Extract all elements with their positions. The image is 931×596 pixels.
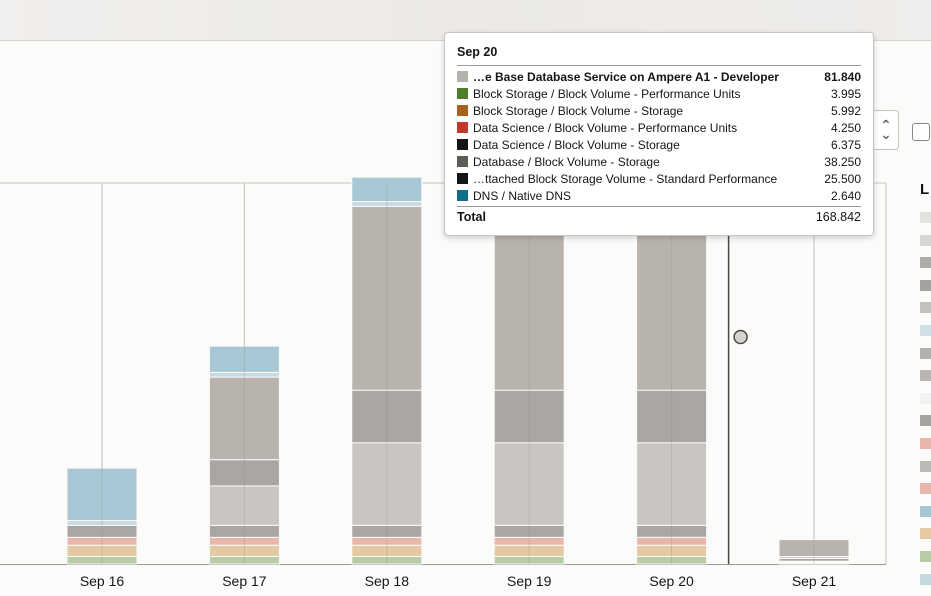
bar-segment[interactable] xyxy=(351,176,423,203)
chevron-down-icon: ⌄ xyxy=(880,126,892,142)
legend-title: L xyxy=(920,181,930,198)
tooltip-total-row: Total 168.842 xyxy=(457,206,861,224)
x-tick-label: Sep 17 xyxy=(222,573,267,589)
x-tick-label: Sep 16 xyxy=(80,573,125,589)
tooltip-row-label: Data Science / Block Volume - Performanc… xyxy=(473,120,738,135)
tooltip-row-value: 2.640 xyxy=(830,188,861,203)
bar-segment[interactable] xyxy=(493,205,565,391)
legend-swatch[interactable] xyxy=(920,302,931,314)
tooltip-row-label: …ttached Block Storage Volume - Standard… xyxy=(473,171,778,186)
legend-swatch[interactable] xyxy=(920,483,931,495)
bar-segment[interactable] xyxy=(208,485,280,526)
chart-tooltip: Sep 20 …e Base Database Service on Amper… xyxy=(444,32,874,236)
legend-swatch[interactable] xyxy=(920,460,931,472)
legend-swatch[interactable] xyxy=(920,279,931,291)
tooltip-divider xyxy=(457,65,861,66)
legend-swatch[interactable] xyxy=(920,234,931,246)
tooltip-row: …e Base Database Service on Ampere A1 - … xyxy=(457,68,861,85)
bar-segment[interactable] xyxy=(351,389,423,444)
x-tick-label: Sep 18 xyxy=(365,573,410,589)
legend-swatch[interactable] xyxy=(920,370,931,382)
hover-marker xyxy=(733,329,748,345)
legend-swatch[interactable] xyxy=(920,437,931,449)
tooltip-swatch xyxy=(457,105,468,116)
tooltip-row-value: 3.995 xyxy=(830,86,861,101)
tooltip-row: Database / Block Volume - Storage 38.250 xyxy=(457,153,861,170)
tooltip-row-value: 5.992 xyxy=(830,103,861,118)
legend-swatch[interactable] xyxy=(920,550,931,562)
legend-swatch[interactable] xyxy=(920,528,931,540)
tooltip-swatch xyxy=(457,122,468,133)
legend-swatch[interactable] xyxy=(920,324,931,336)
tooltip-row-value: 81.840 xyxy=(824,69,861,84)
x-tick-label: Sep 19 xyxy=(507,573,552,589)
bar-segment[interactable] xyxy=(208,459,280,487)
tooltip-row: Data Science / Block Volume - Performanc… xyxy=(457,119,861,136)
option-checkbox[interactable] xyxy=(912,123,930,141)
tooltip-row: DNS / Native DNS 2.640 xyxy=(457,187,861,204)
tooltip-row: Block Storage / Block Volume - Performan… xyxy=(457,85,861,102)
bar-segment[interactable] xyxy=(636,389,708,444)
tooltip-row-label: Database / Block Volume - Storage xyxy=(473,154,660,169)
legend-swatch[interactable] xyxy=(920,505,931,517)
bar-segment[interactable] xyxy=(636,205,708,391)
tooltip-row-label: Block Storage / Block Volume - Performan… xyxy=(473,86,741,101)
bar-segment[interactable] xyxy=(208,376,280,461)
bar-segment[interactable] xyxy=(493,389,565,444)
tooltip-swatch xyxy=(457,173,468,184)
bar-segment[interactable] xyxy=(351,205,423,391)
bar-segment[interactable] xyxy=(778,539,850,557)
bar-segment[interactable] xyxy=(636,442,708,526)
bar-segment[interactable] xyxy=(66,467,138,522)
tooltip-swatch xyxy=(457,190,468,201)
tooltip-row-label: …e Base Database Service on Ampere A1 - … xyxy=(473,69,779,84)
chevron-up-icon: ⌃ xyxy=(880,117,892,133)
legend-swatch[interactable] xyxy=(920,415,931,427)
legend-swatch[interactable] xyxy=(920,392,931,404)
tooltip-row-label: DNS / Native DNS xyxy=(473,188,572,203)
tooltip-date: Sep 20 xyxy=(457,45,498,59)
select-chevron-icon[interactable]: ⌃ ⌄ xyxy=(874,110,899,150)
legend-swatch[interactable] xyxy=(920,257,931,269)
tooltip-swatch xyxy=(457,71,468,82)
tooltip-total-value: 168.842 xyxy=(815,210,861,224)
tooltip-row-value: 6.375 xyxy=(830,137,861,152)
x-tick-label: Sep 21 xyxy=(792,573,837,589)
tooltip-row-label: Data Science / Block Volume - Storage xyxy=(473,137,680,152)
legend-swatch[interactable] xyxy=(920,347,931,359)
tooltip-total-label: Total xyxy=(457,210,486,224)
legend-swatches xyxy=(920,212,931,596)
tooltip-row-value: 25.500 xyxy=(824,171,861,186)
tooltip-swatch xyxy=(457,156,468,167)
bar-segment[interactable] xyxy=(493,442,565,526)
tooltip-rows: …e Base Database Service on Ampere A1 - … xyxy=(457,68,861,204)
tooltip-row-label: Block Storage / Block Volume - Storage xyxy=(473,103,684,118)
tooltip-swatch xyxy=(457,88,468,99)
bar-segment[interactable] xyxy=(351,442,423,526)
tooltip-row: Data Science / Block Volume - Storage 6.3… xyxy=(457,136,861,153)
bar-segment[interactable] xyxy=(208,345,280,373)
x-tick-label: Sep 20 xyxy=(649,573,694,589)
legend-swatch[interactable] xyxy=(920,573,931,585)
tooltip-row: Block Storage / Block Volume - Storage 5.… xyxy=(457,102,861,119)
tooltip-row: …ttached Block Storage Volume - Standard… xyxy=(457,170,861,187)
tooltip-row-value: 4.250 xyxy=(830,120,861,135)
tooltip-row-value: 38.250 xyxy=(824,154,861,169)
legend-swatch[interactable] xyxy=(920,212,931,223)
tooltip-swatch xyxy=(457,139,468,150)
